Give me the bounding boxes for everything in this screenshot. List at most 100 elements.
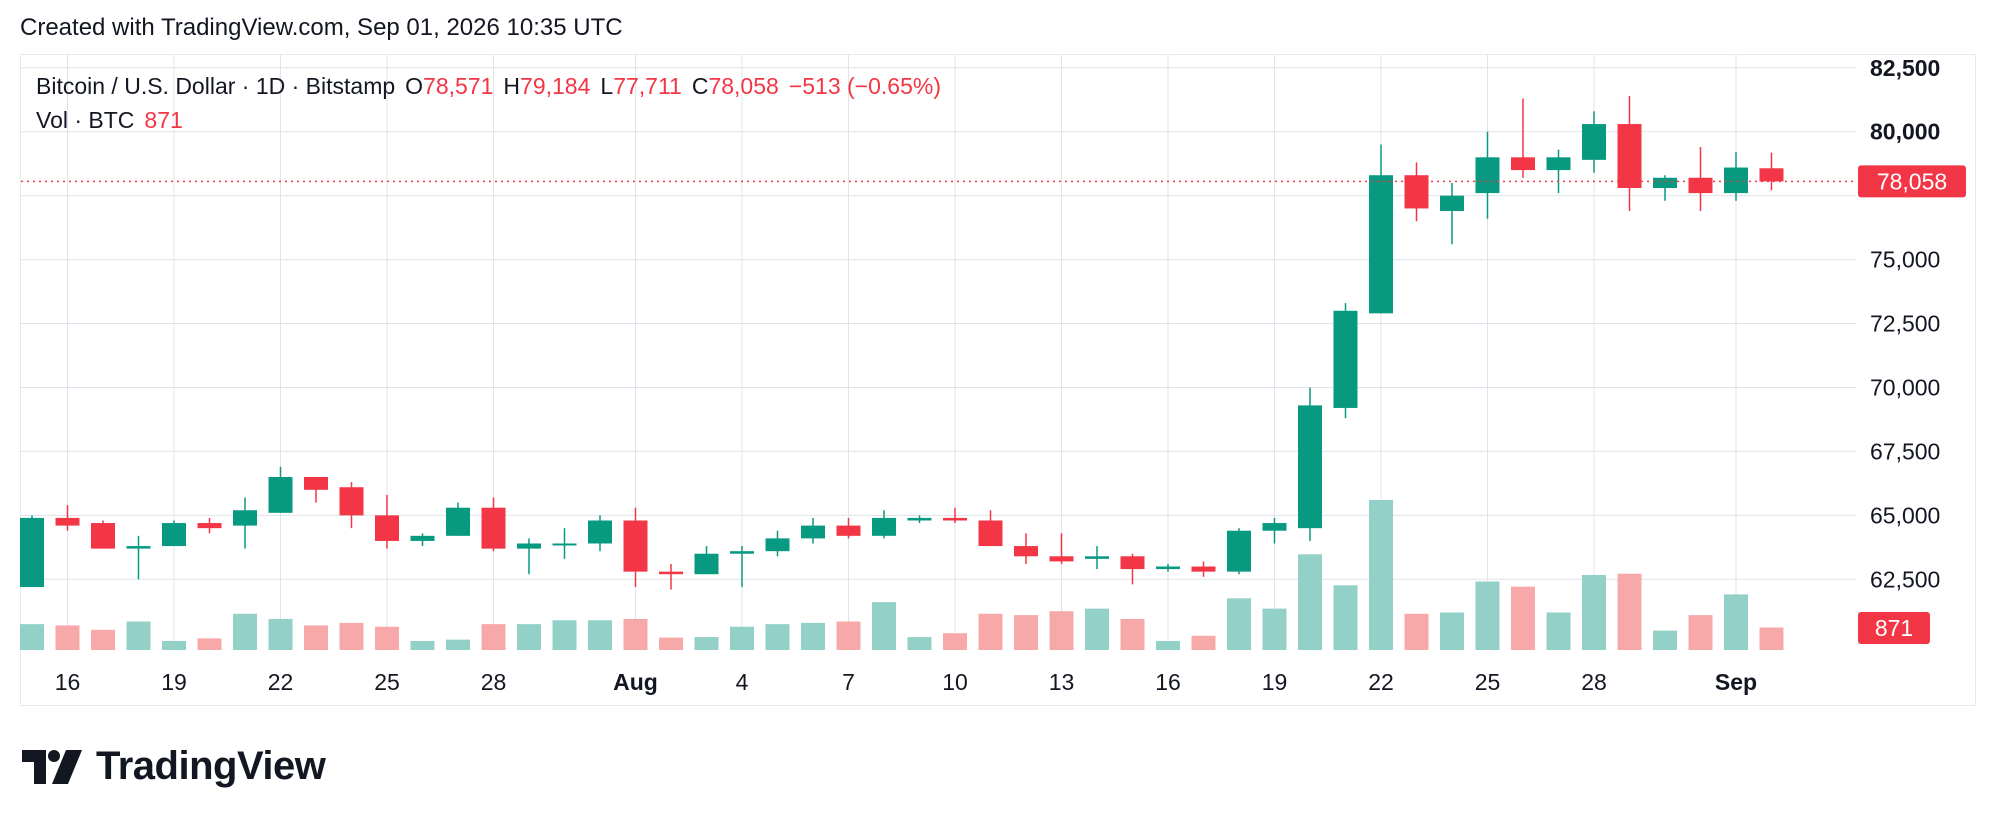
legend-close-value: 78,058	[708, 73, 779, 99]
candle[interactable]	[765, 530, 790, 557]
candle-body	[1085, 556, 1109, 559]
time-tick-label: 7	[842, 669, 855, 695]
volume-bar	[517, 624, 541, 650]
candle[interactable]	[1511, 98, 1535, 178]
time-tick-label: 13	[1049, 669, 1075, 695]
volume-bar	[694, 637, 719, 650]
candle-body	[801, 525, 825, 539]
volume-bar	[907, 637, 932, 650]
candle[interactable]	[126, 535, 151, 580]
candle[interactable]	[517, 538, 541, 575]
volume-bar	[1653, 630, 1677, 650]
candle-body	[517, 543, 541, 549]
volume-bar	[1120, 618, 1145, 650]
candle[interactable]	[339, 482, 364, 529]
candle-body	[694, 553, 719, 575]
candle[interactable]	[1049, 533, 1074, 564]
candle-body	[588, 520, 612, 544]
candle[interactable]	[20, 515, 44, 587]
candle[interactable]	[943, 507, 967, 524]
candle-body	[1369, 175, 1393, 314]
legend-symbol[interactable]: Bitcoin / U.S. Dollar · 1D · Bitstamp	[36, 73, 396, 99]
candle[interactable]	[162, 520, 186, 547]
candle[interactable]	[623, 507, 648, 587]
candle-body	[1582, 124, 1606, 160]
candle[interactable]	[1085, 546, 1109, 570]
price-axis[interactable]: 62,500 65,000 67,500 70,000 72,500 75,000 80,0…	[1858, 55, 1966, 644]
candle-body	[55, 517, 80, 526]
price-tick-label: 80,000	[1870, 119, 1940, 145]
candle[interactable]	[1227, 528, 1251, 575]
candle[interactable]	[1014, 533, 1038, 564]
volume-bar	[1298, 554, 1322, 650]
time-axis[interactable]: 16 19 22 25 28 Aug 4 7 10 13 16 19 22 25 28 Sep	[55, 669, 1757, 695]
candle[interactable]	[304, 477, 328, 503]
candle[interactable]	[1475, 131, 1500, 219]
candle-body	[978, 520, 1003, 547]
volume-bar	[801, 622, 825, 650]
candle-body	[872, 517, 896, 536]
candle[interactable]	[1617, 95, 1642, 212]
volume-bar	[233, 613, 257, 650]
candle-body	[1688, 177, 1713, 194]
last-price-tag	[1858, 165, 1966, 198]
candle-body	[1227, 530, 1251, 572]
candle[interactable]	[1191, 561, 1216, 577]
candle[interactable]	[1369, 144, 1393, 314]
volume-bar	[659, 637, 683, 650]
time-tick-label: 19	[1262, 669, 1288, 695]
candle[interactable]	[410, 533, 435, 547]
legend-change-value: −513 (−0.65%)	[788, 73, 941, 99]
price-tick-label: 70,000	[1870, 374, 1940, 400]
volume-bar	[765, 624, 790, 650]
volume-bar	[1156, 640, 1180, 650]
candle[interactable]	[552, 528, 577, 559]
candle[interactable]	[1298, 387, 1322, 541]
legend-volume-label[interactable]: Vol · BTC	[36, 107, 135, 133]
candle[interactable]	[197, 517, 222, 534]
price-tick-label: 75,000	[1870, 247, 1940, 273]
candle[interactable]	[694, 546, 719, 575]
candle[interactable]	[978, 510, 1003, 547]
candle[interactable]	[907, 515, 932, 524]
volume-bar	[304, 625, 328, 650]
volume-bars	[20, 500, 1784, 650]
candle[interactable]	[1404, 162, 1429, 222]
candle-body	[197, 523, 222, 529]
candle[interactable]	[375, 494, 399, 549]
candle[interactable]	[1653, 175, 1677, 201]
candle[interactable]	[588, 515, 612, 552]
candle-body	[268, 477, 293, 513]
candle[interactable]	[1262, 517, 1287, 544]
time-tick-label: Sep	[1715, 669, 1757, 695]
volume-bar	[1724, 594, 1748, 650]
candle[interactable]	[233, 497, 257, 549]
candle[interactable]	[91, 520, 115, 549]
candle[interactable]	[446, 502, 470, 536]
candle[interactable]	[1440, 182, 1464, 245]
candle[interactable]	[1724, 152, 1748, 201]
price-tick-label: 82,500	[1870, 55, 1940, 81]
candle[interactable]	[1120, 553, 1145, 585]
time-tick-label: 4	[736, 669, 749, 695]
candle[interactable]	[730, 546, 754, 587]
legend-volume-value: 871	[144, 107, 183, 133]
candle[interactable]	[55, 505, 80, 531]
candle[interactable]	[836, 517, 861, 539]
candle[interactable]	[872, 510, 896, 539]
candle[interactable]	[1688, 147, 1713, 212]
candle[interactable]	[659, 563, 683, 590]
candle[interactable]	[1759, 152, 1784, 191]
candle[interactable]	[268, 466, 293, 513]
tradingview-brand[interactable]: TradingView	[22, 744, 326, 789]
candle-body	[375, 515, 399, 541]
candle[interactable]	[1156, 563, 1180, 572]
candle[interactable]	[1546, 149, 1571, 194]
candle-body	[1262, 523, 1287, 531]
candle[interactable]	[1333, 303, 1358, 419]
candle[interactable]	[481, 497, 506, 552]
candle[interactable]	[801, 517, 825, 544]
legend-high-label: H	[503, 73, 521, 99]
candle[interactable]	[1582, 111, 1606, 173]
